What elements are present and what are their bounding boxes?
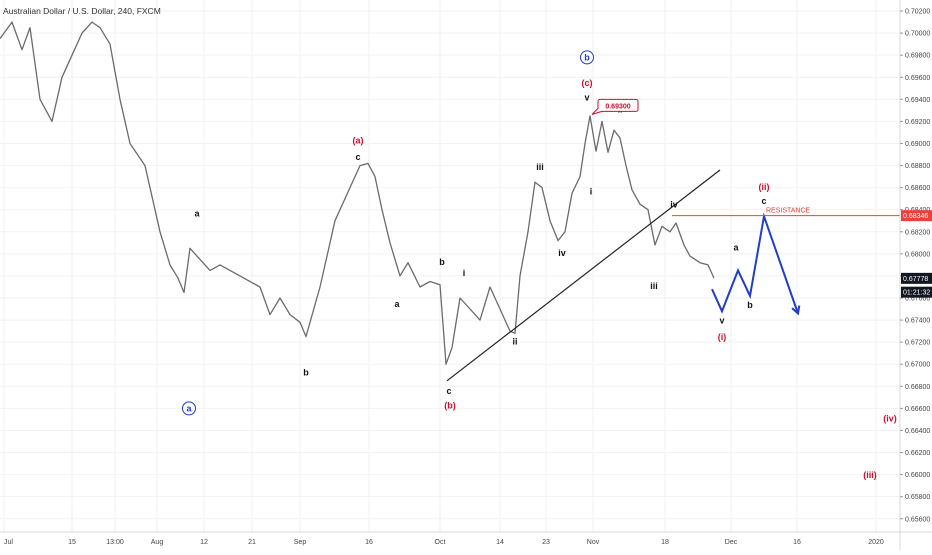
x-tick-label: Sep [294, 539, 307, 546]
wave-label: c [761, 196, 766, 206]
chart-symbol-title: Australian Dollar / U.S. Dollar, 240, FX… [3, 6, 161, 16]
x-tick-label: 15 [68, 539, 76, 546]
y-tick-label: 0.69000 [905, 141, 930, 148]
wave-label: i [590, 186, 593, 196]
series-layer [0, 21, 801, 382]
circled-wave-marker [182, 401, 196, 416]
wave-label: (i) [718, 332, 727, 342]
projection-path [711, 212, 799, 314]
wave-label: i [463, 268, 466, 278]
y-tick-label: 0.66800 [905, 384, 930, 391]
x-tick-label: 2020 [868, 539, 884, 546]
y-tick-label: 0.65800 [905, 494, 930, 501]
price-tag-background [901, 286, 932, 298]
y-tick-label: 0.66400 [905, 428, 930, 435]
wave-label: a [733, 243, 739, 253]
y-tick-label: 0.69800 [905, 53, 930, 60]
x-tick-label: 18 [661, 539, 669, 546]
y-tick-label: 0.68800 [905, 163, 930, 170]
x-tick-label: 12 [200, 539, 208, 546]
y-tick-label: 0.68000 [905, 251, 930, 258]
wave-label: iv [670, 200, 678, 210]
wave-label: b [303, 367, 309, 377]
wave-label: b [747, 300, 753, 310]
x-tick-label: Nov [587, 539, 600, 546]
y-tick-label: 0.66600 [905, 406, 930, 413]
wave-label: iii [650, 281, 658, 291]
circled-wave-marker [580, 50, 594, 65]
y-tick-label: 0.69600 [905, 75, 930, 82]
y-tick-label: 0.67600 [905, 296, 930, 303]
y-tick-label: 0.69200 [905, 119, 930, 126]
x-tick-label: Dec [725, 539, 738, 546]
wave-label: iv [558, 248, 566, 258]
x-tick-label: Oct [435, 539, 446, 546]
price-tag-label: 01:21:32 [903, 290, 930, 297]
grid-layer [0, 0, 900, 532]
x-tick-label: Aug [151, 539, 164, 546]
wave-label: iii [536, 162, 544, 172]
price-tag-label: 0.68346 [903, 213, 928, 220]
wave-label: (a) [353, 135, 364, 145]
x-tick-label: Jul [4, 539, 13, 546]
y-tick-label: 0.65600 [905, 516, 930, 523]
price-tag-background [901, 272, 932, 284]
annotation-layer: RESISTANCEab(a)cabic(b)iiiiiiviv(c)iiivi… [182, 50, 900, 480]
y-tick-label: 0.67000 [905, 362, 930, 369]
trendline [446, 169, 721, 382]
wave-label: (ii) [759, 182, 770, 192]
circled-wave-label: b [584, 52, 590, 62]
wave-label: b [439, 257, 445, 267]
wave-label: (iv) [883, 414, 897, 424]
y-tick-label: 0.69400 [905, 97, 930, 104]
price-callout-text: 0.69300 [605, 103, 630, 110]
y-tick-label: 0.68600 [905, 185, 930, 192]
wave-label: (iii) [863, 470, 877, 480]
y-tick-label: 0.67400 [905, 318, 930, 325]
wave-label: c [355, 152, 360, 162]
y-tick-label: 0.70200 [905, 9, 930, 16]
price-tag-background [901, 210, 932, 222]
wave-label: ii [512, 336, 517, 346]
wave-label: c [446, 386, 451, 396]
y-tick-label: 0.66000 [905, 472, 930, 479]
x-tick-label: 13:00 [106, 539, 124, 546]
x-tick-label: 21 [248, 539, 256, 546]
x-tick-label: 16 [365, 539, 373, 546]
wave-label: a [194, 208, 200, 218]
x-tick-label: 23 [542, 539, 550, 546]
wave-label: v [719, 315, 724, 325]
price-callout-box [597, 98, 639, 112]
wave-label: (b) [444, 400, 456, 410]
circled-wave-label: a [186, 403, 192, 413]
y-tick-label: 0.67200 [905, 340, 930, 347]
resistance-label: RESISTANCE [766, 208, 811, 215]
wave-label: a [394, 299, 400, 309]
wave-label: (c) [582, 78, 593, 88]
projection-arrowhead [791, 305, 801, 316]
price-callout-pointer [591, 108, 603, 115]
x-tick-label: 14 [496, 539, 504, 546]
price-series-line [0, 21, 715, 365]
y-tick-label: 0.66200 [905, 450, 930, 457]
price-tag-label: 0.67778 [903, 276, 928, 283]
x-tick-label: 16 [793, 539, 801, 546]
wave-label: v [584, 92, 589, 102]
y-tick-label: 0.68200 [905, 229, 930, 236]
y-tick-label: 0.70000 [905, 31, 930, 38]
